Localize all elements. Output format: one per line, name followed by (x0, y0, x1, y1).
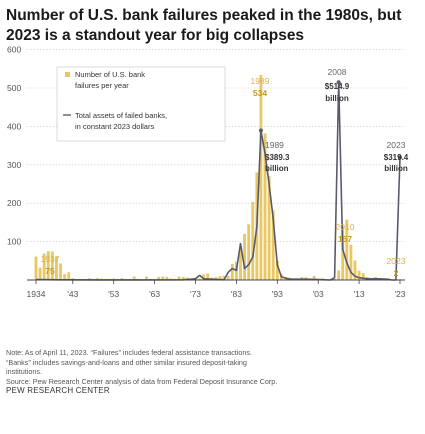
bar (333, 278, 336, 280)
legend: Number of U.S. bank failures per year To… (56, 66, 226, 142)
annotation-value: 75 (45, 266, 55, 276)
bar (165, 276, 169, 280)
x-tick-label: '73 (190, 289, 201, 299)
bar (271, 210, 275, 280)
bar (144, 276, 148, 280)
bar (230, 263, 234, 280)
x-tick-label: '43 (67, 289, 78, 299)
x-tick-label: '13 (354, 289, 365, 299)
annotation-year: 2023 (387, 256, 406, 266)
bar (349, 244, 353, 280)
y-tick-label: 600 (7, 45, 21, 55)
bar (357, 270, 361, 280)
bar (275, 260, 279, 280)
bar (38, 267, 42, 280)
annotation-year: 2023 (387, 140, 406, 150)
line-point (258, 128, 263, 133)
bar (218, 276, 222, 280)
annotation-year: 2008 (328, 67, 347, 77)
source-line: Source: Pew Research Center analysis of … (6, 376, 278, 386)
line-series (35, 80, 402, 281)
annotation-value: $319.4 (384, 153, 409, 162)
bar (95, 278, 99, 280)
bar (267, 175, 271, 280)
annotation-year: 2010 (336, 222, 355, 232)
annotation-value: 157 (338, 234, 352, 244)
credit: PEW RESEARCH CENTER (6, 386, 110, 395)
bar (50, 251, 54, 280)
y-tick-label: 100 (7, 237, 21, 247)
bar (87, 278, 91, 280)
bar (59, 263, 62, 280)
bar (55, 256, 58, 280)
note-line-2: “Banks” includes savings-and-loans and o… (6, 357, 247, 367)
assets-line (35, 81, 401, 281)
annotation-year: 1937 (41, 254, 60, 264)
bar (42, 253, 46, 280)
y-tick-label: 500 (7, 83, 21, 93)
x-tick-label: '23 (394, 289, 405, 299)
note-line-1: Note: As of April 11, 2023. “Failures” i… (6, 348, 252, 357)
annotation-year: 1989 (251, 76, 270, 86)
x-tick-label: '03 (313, 289, 324, 299)
bar (341, 226, 345, 280)
annotation-year: 1989 (265, 140, 284, 150)
x-tick-label: 1934 (27, 289, 46, 299)
bar (247, 224, 251, 280)
chart-notes: Note: As of April 11, 2023. “Failures” i… (6, 348, 420, 386)
y-tick-label: 200 (7, 198, 21, 208)
bar (337, 270, 341, 280)
bar (361, 273, 365, 280)
x-tick-label: '63 (149, 289, 160, 299)
bar (202, 274, 206, 280)
annotation-unit: billion (384, 164, 408, 173)
legend-bar-label-2: failures per year (75, 81, 129, 90)
line-point (398, 155, 402, 160)
bar (198, 278, 202, 280)
bar (63, 274, 67, 280)
bar (46, 251, 50, 280)
annotation-value: $514.9 (325, 82, 350, 91)
x-tick-label: '53 (108, 289, 119, 299)
annotation-value: 2 (394, 268, 399, 278)
annotations: 1937 75 1989 534 1989 $389.3 billion 2008 $514.9… (41, 67, 409, 278)
bar (259, 74, 263, 280)
legend-box (56, 66, 226, 142)
bar (132, 276, 136, 280)
bar (120, 278, 124, 280)
legend-bar-label-1: Number of U.S. bank (75, 70, 145, 79)
bar (157, 276, 161, 280)
annotation-value: 534 (253, 88, 267, 98)
x-axis: 1934 '43 '53 '63 '73 '83 '93 '03 '13 '23 (27, 279, 406, 299)
legend-bar-swatch (65, 72, 70, 77)
annotation-unit: billion (325, 94, 349, 103)
bar (263, 133, 267, 280)
legend-line-label-2: in constant 2023 dollars (75, 122, 154, 131)
x-tick-label: '93 (272, 289, 283, 299)
y-tick-label: 400 (7, 121, 21, 131)
bar (161, 276, 165, 280)
bar (177, 276, 181, 280)
bar (222, 275, 226, 280)
note-line-3: institutions. (6, 367, 42, 376)
chart-area: 100 200 300 400 500 600 1934 '43 '53 '63 '73 '83 '9… (7, 45, 409, 299)
bar (239, 249, 242, 280)
bar (226, 276, 230, 280)
bar (67, 272, 71, 280)
annotation-value: $389.3 (265, 153, 290, 162)
line-point (336, 80, 341, 85)
bar (353, 260, 357, 280)
bar (181, 276, 185, 280)
legend-line-label-1: Total assets of failed banks, (75, 111, 167, 120)
y-tick-label: 300 (7, 160, 21, 170)
bar (345, 219, 349, 280)
bar (251, 202, 255, 280)
bar (243, 233, 247, 280)
annotation-unit: billion (265, 164, 289, 173)
bar (34, 256, 38, 280)
bar (206, 273, 210, 280)
bar (312, 275, 316, 280)
x-tick-label: '83 (231, 289, 242, 299)
chart-title: Number of U.S. bank failures peaked in t… (6, 7, 402, 44)
